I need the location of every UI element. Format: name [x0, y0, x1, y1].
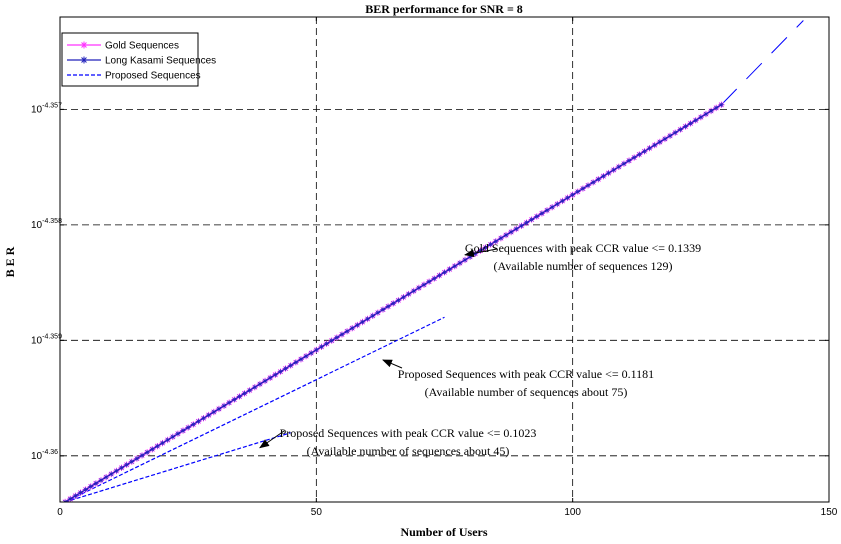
annotation-text: Proposed Sequences with peak CCR value <… — [280, 426, 537, 440]
y-tick-label: 10-4.359 — [31, 333, 62, 346]
annotation-arrow — [464, 248, 498, 258]
legend-label: Gold Sequences — [105, 41, 179, 52]
legend-marker — [80, 41, 88, 49]
x-tick-label: 100 — [564, 507, 581, 518]
annotation-subtext: (Available number of sequences about 75) — [425, 385, 628, 399]
annotations: Gold Sequences with peak CCR value <= 0.… — [259, 241, 701, 458]
y-axis-label: B E R — [3, 246, 17, 277]
grid-lines — [60, 17, 829, 502]
annotation-arrow — [382, 359, 403, 369]
annotation-text: Gold Sequences with peak CCR value <= 0.… — [465, 241, 701, 255]
series-layer — [61, 20, 804, 502]
annotation-subtext: (Available number of sequences about 45) — [307, 444, 510, 458]
x-axis-label: Number of Users — [400, 525, 487, 539]
y-tick-label: 10-4.357 — [31, 102, 62, 115]
x-tick-label: 0 — [57, 507, 63, 518]
series-markers-1 — [62, 102, 724, 502]
annotation-text: Proposed Sequences with peak CCR value <… — [398, 367, 654, 381]
legend-label: Long Kasami Sequences — [105, 56, 216, 67]
legend-label: Proposed Sequences — [105, 71, 201, 82]
annotation-arrow — [259, 430, 285, 449]
series-line-3 — [64, 432, 291, 502]
series-line-4 — [720, 20, 804, 106]
series-line-2 — [64, 316, 445, 502]
x-tick-label: 150 — [821, 507, 838, 518]
axis-ticks: 0 50 100 150 10-4.36 10-4.359 10-4.358 10-4.357 — [31, 17, 838, 518]
annotation-subtext: (Available number of sequences 129) — [493, 259, 672, 273]
y-tick-label: 10-4.358 — [31, 218, 62, 231]
plot-area — [60, 17, 829, 502]
chart-title: BER performance for SNR = 8 — [365, 2, 523, 16]
legend: Gold Sequences Long Kasami Sequences Propo… — [61, 32, 216, 87]
x-tick-label: 50 — [311, 507, 323, 518]
plot-frame — [59, 16, 830, 503]
y-tick-label: 10-4.36 — [31, 449, 58, 462]
legend-marker — [80, 56, 88, 64]
